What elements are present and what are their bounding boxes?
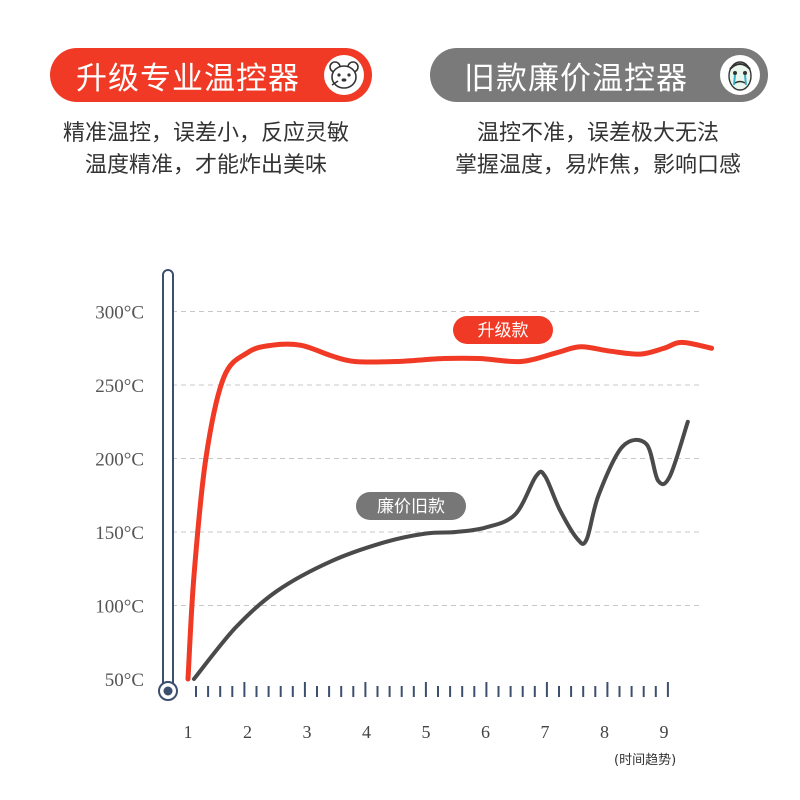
- upgrade-title: 升级专业温控器: [76, 60, 300, 97]
- old-series-label-bg: [356, 492, 466, 520]
- old-series-label-text: 廉价旧款: [377, 497, 445, 517]
- old-description: 温控不准，误差极大无法 掌握温度，易炸焦，影响口感: [418, 118, 778, 182]
- x-tick-label: 4: [362, 722, 371, 742]
- x-tick-label: 8: [600, 722, 609, 742]
- old-desc-line-1: 温控不准，误差极大无法: [476, 121, 719, 146]
- old-title-pill: 旧款廉价温控器: [430, 48, 768, 102]
- upgrade-description: 精准温控，误差小，反应灵敏 温度精准，才能炸出美味: [36, 118, 376, 182]
- old-series-line: [191, 419, 690, 681]
- thermometer-bulb-core: [163, 686, 173, 696]
- x-tick-label: 6: [481, 722, 490, 742]
- x-tick-label: 7: [541, 722, 550, 742]
- upgrade-series-line: [185, 339, 715, 682]
- y-tick-label: 100°C: [95, 597, 144, 618]
- upgrade-series-label: 升级款: [453, 316, 553, 344]
- x-tick-label: 5: [422, 722, 431, 742]
- y-tick-label: 200°C: [95, 450, 144, 471]
- x-tick-label: 1: [184, 722, 193, 742]
- thermometer-tube: [162, 269, 174, 691]
- old-series-label: 廉价旧款: [356, 492, 466, 520]
- y-tick-label: 300°C: [95, 303, 144, 324]
- upgrade-desc-line-1: 精准温控，误差小，反应灵敏: [62, 121, 349, 146]
- crying-face-icon: [720, 55, 760, 95]
- old-desc-line-2: 掌握温度，易炸焦，影响口感: [454, 153, 741, 178]
- x-tick-label: 3: [303, 722, 312, 742]
- y-tick-label: 50°C: [105, 670, 144, 691]
- y-tick-label: 250°C: [95, 376, 144, 397]
- old-title: 旧款廉价温控器: [464, 60, 688, 97]
- x-tick-label: 2: [243, 722, 252, 742]
- x-axis-note: (时间趋势): [614, 752, 676, 768]
- x-tick-label: 9: [660, 722, 669, 742]
- upgrade-series-label-text: 升级款: [478, 321, 529, 341]
- polar-bear-icon: [324, 55, 364, 95]
- y-tick-label: 150°C: [95, 523, 144, 544]
- upgrade-title-pill: 升级专业温控器: [50, 48, 372, 102]
- upgrade-desc-line-2: 温度精准，才能炸出美味: [84, 153, 327, 178]
- upgrade-series-label-bg: [453, 316, 553, 344]
